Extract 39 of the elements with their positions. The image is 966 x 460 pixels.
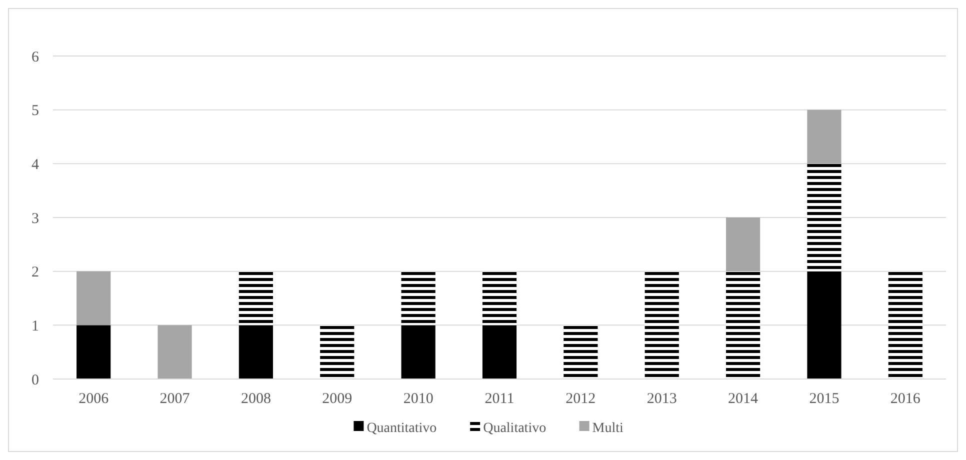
bar: [482, 271, 517, 326]
bar: [644, 271, 679, 379]
y-tick-label: 3: [32, 210, 39, 227]
x-tick-label: 2006: [78, 391, 110, 407]
bar: [726, 218, 760, 272]
y-tick-label: 0: [32, 372, 39, 388]
y-tick-label: 2: [32, 264, 39, 281]
bar: [482, 325, 517, 379]
bar: [807, 271, 842, 379]
x-tick-label: 2016: [890, 391, 921, 407]
legend-label: Quantitativo: [366, 420, 437, 436]
bar: [238, 271, 273, 326]
bar: [807, 164, 842, 272]
y-tick-label: 6: [32, 49, 40, 66]
bar: [401, 271, 436, 326]
x-tick-label: 2007: [160, 391, 190, 407]
y-tick-label: 1: [32, 318, 39, 334]
bar: [320, 325, 354, 379]
x-tick-label: 2014: [728, 391, 759, 407]
bar: [76, 325, 111, 379]
legend-label: Multi: [592, 420, 624, 436]
x-tick-label: 2008: [240, 391, 271, 407]
x-tick-label: 2015: [809, 391, 840, 407]
x-tick-label: 2011: [484, 391, 514, 407]
x-tick-label: 2009: [322, 391, 352, 407]
bar: [401, 325, 436, 379]
y-tick-label: 5: [32, 103, 39, 120]
bar: [888, 271, 922, 379]
y-tick-label: 4: [32, 156, 40, 173]
x-tick-label: 2013: [646, 391, 677, 407]
bar: [158, 325, 192, 379]
legend-label: Qualitativo: [483, 420, 546, 436]
bar: [76, 271, 111, 326]
bar: [807, 110, 842, 164]
bar: [726, 271, 760, 379]
bar: [238, 325, 273, 379]
x-tick-label: 2012: [566, 391, 596, 407]
x-tick-label: 2010: [403, 391, 434, 407]
bar: [564, 325, 598, 379]
